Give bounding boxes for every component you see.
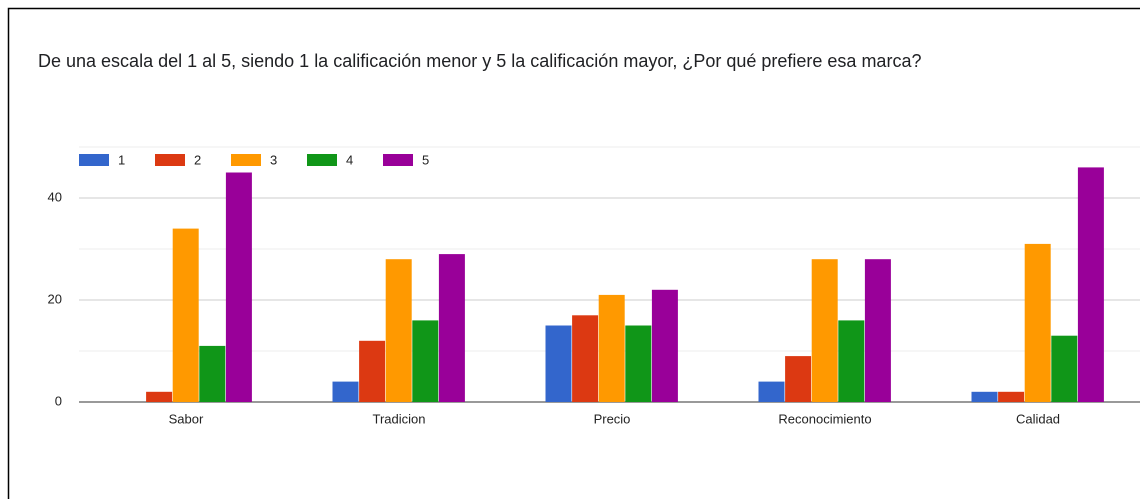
bar xyxy=(1051,336,1077,402)
x-tick-label: Tradicion xyxy=(373,411,426,426)
bar xyxy=(199,346,225,402)
bar xyxy=(652,290,678,402)
bar xyxy=(759,382,785,402)
x-tick-label: Sabor xyxy=(169,411,204,426)
bar xyxy=(572,315,598,402)
bar xyxy=(785,356,811,402)
bar xyxy=(1078,167,1104,402)
bar xyxy=(838,320,864,402)
bar xyxy=(625,326,651,403)
legend-swatch xyxy=(307,154,337,166)
x-tick-label: Reconocimiento xyxy=(778,411,871,426)
legend-label: 5 xyxy=(422,152,429,167)
bar xyxy=(359,341,385,402)
bar xyxy=(226,173,252,403)
legend-label: 1 xyxy=(118,152,125,167)
bar xyxy=(1025,244,1051,402)
legend-swatch xyxy=(155,154,185,166)
bar xyxy=(439,254,465,402)
x-tick-label: Calidad xyxy=(1016,411,1060,426)
legend-swatch xyxy=(231,154,261,166)
bar xyxy=(812,259,838,402)
bar xyxy=(386,259,412,402)
bar xyxy=(599,295,625,402)
x-tick-label: Precio xyxy=(594,411,631,426)
bar xyxy=(972,392,998,402)
legend-swatch xyxy=(383,154,413,166)
bar xyxy=(412,320,438,402)
bar xyxy=(173,229,199,402)
chart-title: De una escala del 1 al 5, siendo 1 la ca… xyxy=(38,51,921,71)
y-tick-label: 20 xyxy=(48,291,62,306)
bar xyxy=(998,392,1024,402)
bar xyxy=(865,259,891,402)
legend-swatch xyxy=(79,154,109,166)
legend-label: 3 xyxy=(270,152,277,167)
bar xyxy=(146,392,172,402)
bar xyxy=(333,382,359,402)
y-tick-label: 40 xyxy=(48,189,62,204)
legend-label: 4 xyxy=(346,152,353,167)
bar xyxy=(546,326,572,403)
legend-label: 2 xyxy=(194,152,201,167)
y-tick-label: 0 xyxy=(55,393,62,408)
